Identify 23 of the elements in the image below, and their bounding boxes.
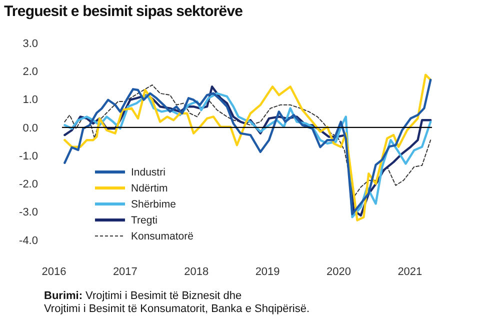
legend-label: Tregti [131, 214, 158, 227]
legend-label: Shërbime [131, 198, 176, 211]
chart-title: Treguesit e besimit sipas sektorëve [4, 3, 243, 20]
y-tick-label: -3.0 [19, 206, 38, 219]
line-series [64, 84, 432, 198]
y-tick-label: -2.0 [19, 178, 38, 191]
text: Burimi: Vrojtimi i Besimit të Biznesit dhe [44, 290, 242, 302]
y-tick-label: -4.0 [19, 234, 38, 247]
text: Vrojtimi i Besimit të Konsumatorit, Banka e Shqipërisë. [44, 303, 310, 315]
x-tick-label: 2018 [184, 266, 209, 278]
legend-label: Ndërtim [131, 182, 168, 195]
y-tick-label: 0.0 [22, 122, 38, 134]
legend-label: Konsumatorë [131, 230, 194, 243]
y-tick-label: 3.0 [22, 38, 38, 50]
y-tick-label: -1.0 [19, 150, 38, 162]
x-tick-label: 2019 [255, 266, 280, 278]
x-tick-label: 2020 [326, 266, 351, 278]
x-tick-label: 2016 [42, 266, 66, 278]
y-tick-label: 2.0 [22, 66, 38, 78]
y-tick-label: 1.0 [22, 94, 38, 106]
x-tick-label: 2017 [112, 266, 138, 278]
x-tick-label: 2021 [398, 266, 422, 278]
legend-label: Industri [131, 166, 166, 179]
